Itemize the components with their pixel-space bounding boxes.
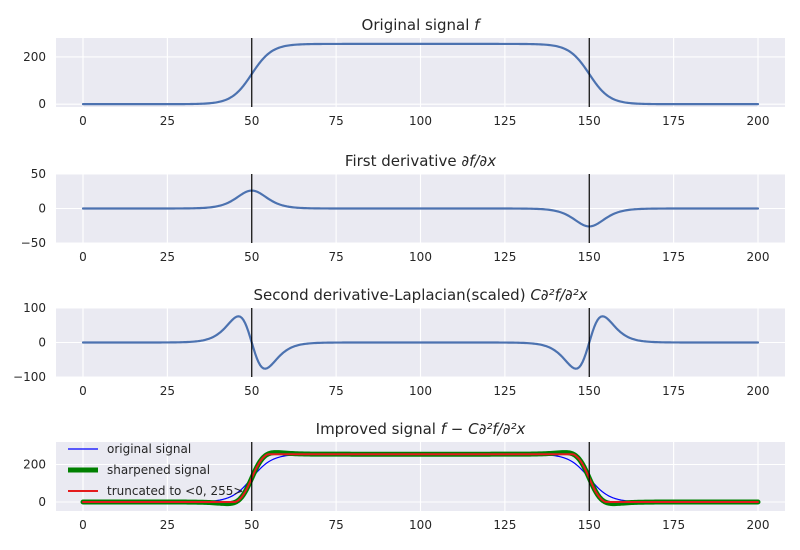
legend-label: truncated to <0, 255>: [107, 484, 243, 498]
x-tick-label: 200: [747, 114, 770, 128]
y-tick-label: 0: [38, 495, 46, 509]
x-tick-label: 75: [328, 384, 343, 398]
x-tick-label: 200: [747, 384, 770, 398]
y-tick-label: 0: [38, 202, 46, 216]
x-tick-label: 150: [578, 114, 601, 128]
x-tick-label: 100: [409, 518, 432, 532]
x-tick-label: 0: [79, 384, 87, 398]
y-tick-label: −100: [13, 370, 46, 384]
x-tick-label: 50: [244, 114, 259, 128]
x-tick-label: 125: [493, 114, 516, 128]
x-tick-label: 25: [160, 518, 175, 532]
x-tick-label: 175: [662, 114, 685, 128]
x-tick-label: 125: [493, 250, 516, 264]
subplot-1: 0 25 50 75 100 125 150 175 200 0 200 Original signa…: [23, 16, 785, 128]
subplot-3: 0 25 50 75 100 125 150 175 200 −100 0 100 Second der…: [13, 286, 785, 398]
x-tick-label: 175: [662, 384, 685, 398]
x-tick-label: 50: [244, 250, 259, 264]
x-tick-label: 25: [160, 384, 175, 398]
x-tick-label: 125: [493, 518, 516, 532]
series-line-1: [81, 42, 760, 106]
x-tick-label: 175: [662, 250, 685, 264]
x-tick-label: 150: [578, 384, 601, 398]
chart-title: First derivative ∂f/∂x: [345, 152, 496, 170]
x-tick-label: 75: [328, 114, 343, 128]
x-tick-label: 150: [578, 250, 601, 264]
y-tick-label: 0: [38, 336, 46, 350]
x-tick-label: 100: [409, 114, 432, 128]
legend: original signal sharpened signal truncated…: [68, 442, 243, 498]
subplot-4: 0 25 50 75 100 125 150 175 200 0 200 Improved signa…: [23, 420, 785, 532]
series-line-1: [81, 315, 760, 370]
x-tick-label: 25: [160, 250, 175, 264]
y-tick-label: −50: [21, 236, 46, 250]
x-tick-label: 25: [160, 114, 175, 128]
x-tick-label: 50: [244, 384, 259, 398]
x-tick-label: 200: [747, 250, 770, 264]
series-line-1: [81, 189, 760, 228]
x-tick-label: 125: [493, 384, 516, 398]
chart-title: Original signal f: [362, 16, 483, 34]
y-tick-label: 200: [23, 50, 46, 64]
y-tick-label: 200: [23, 458, 46, 472]
legend-label: original signal: [107, 442, 191, 456]
y-tick-label: 0: [38, 97, 46, 111]
y-tick-label: 100: [23, 301, 46, 315]
chart-title: Second derivative-Laplacian(scaled) C∂²f…: [253, 286, 587, 304]
x-tick-label: 0: [79, 250, 87, 264]
legend-label: sharpened signal: [107, 463, 210, 477]
x-tick-label: 175: [662, 518, 685, 532]
x-tick-label: 200: [747, 518, 770, 532]
x-tick-label: 50: [244, 518, 259, 532]
x-tick-label: 100: [409, 250, 432, 264]
y-tick-label: 50: [31, 167, 46, 181]
x-tick-label: 100: [409, 384, 432, 398]
subplot-2: 0 25 50 75 100 125 150 175 200 −50 0 50 First deriva…: [21, 152, 785, 264]
series-line-truncated-to-0-255-: [82, 453, 759, 503]
x-tick-label: 150: [578, 518, 601, 532]
x-tick-label: 0: [79, 518, 87, 532]
x-tick-label: 0: [79, 114, 87, 128]
chart-title: Improved signal f − C∂²f/∂²x: [316, 420, 526, 438]
x-tick-label: 75: [328, 250, 343, 264]
x-tick-label: 75: [328, 518, 343, 532]
